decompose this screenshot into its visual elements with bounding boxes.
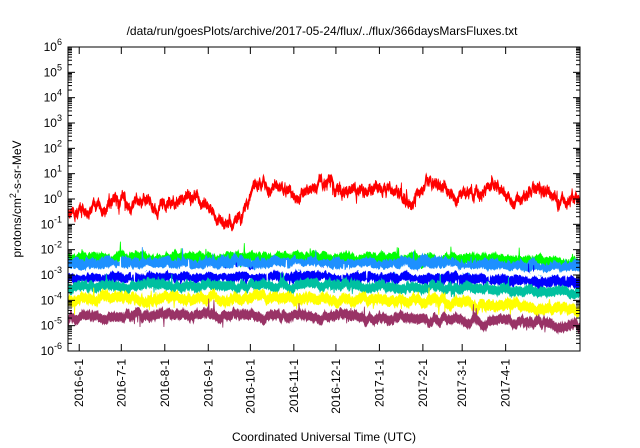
x-tick-label: 2016-9-1 (201, 359, 215, 407)
x-tick-label: 2017-2-1 (416, 359, 430, 407)
x-tick-label: 2016-11-1 (287, 359, 301, 413)
x-tick-labels: 2016-6-1 2016-7-1 2016-8-1 2016-9-1 2016-10-… (72, 359, 513, 414)
y-tick-label: 10-1 (41, 214, 62, 231)
x-tick-label: 2016-8-1 (158, 359, 172, 407)
y-tick-label: 106 (44, 37, 62, 54)
y-axis-label-part1: protons/cm (10, 198, 24, 257)
y-tick-label: 104 (44, 88, 62, 105)
y-axis-label: protons/cm2-s-sr-MeV (8, 140, 24, 257)
x-axis-label: Coordinated Universal Time (UTC) (232, 430, 416, 444)
x-tick-label: 2016-10-1 (243, 359, 257, 414)
ticks-layer (68, 46, 580, 352)
y-tick-label: 10-2 (41, 240, 62, 257)
y-tick-label: 10-4 (41, 290, 62, 307)
y-tick-label: 10-5 (41, 316, 62, 333)
y-axis-label-part2: -s-sr-MeV (10, 140, 24, 193)
y-tick-label: 10-3 (41, 265, 62, 282)
y-tick-labels: 10-6 10-5 10-4 10-3 10-2 10-1 100 101 102 103 104 1… (41, 37, 62, 358)
x-tick-label: 2017-1-1 (372, 359, 386, 407)
series-layer (67, 172, 581, 335)
x-tick-label: 2017-4-1 (499, 359, 513, 407)
x-tick-label: 2016-7-1 (114, 359, 128, 407)
y-tick-label: 101 (44, 164, 62, 181)
x-tick-label: 2017-3-1 (455, 359, 469, 407)
x-tick-label: 2016-6-1 (72, 359, 86, 407)
y-tick-label: 10-6 (41, 341, 62, 358)
y-tick-label: 103 (44, 113, 62, 130)
chart-title: /data/run/goesPlots/archive/2017-05-24/f… (127, 24, 519, 38)
y-tick-label: 105 (44, 62, 62, 79)
y-tick-label: 102 (44, 138, 62, 155)
y-tick-label: 100 (44, 189, 62, 206)
y-axis-label-superscript: 2 (8, 193, 18, 198)
series-band-0 (67, 172, 581, 232)
x-tick-label: 2016-12-1 (329, 359, 343, 414)
